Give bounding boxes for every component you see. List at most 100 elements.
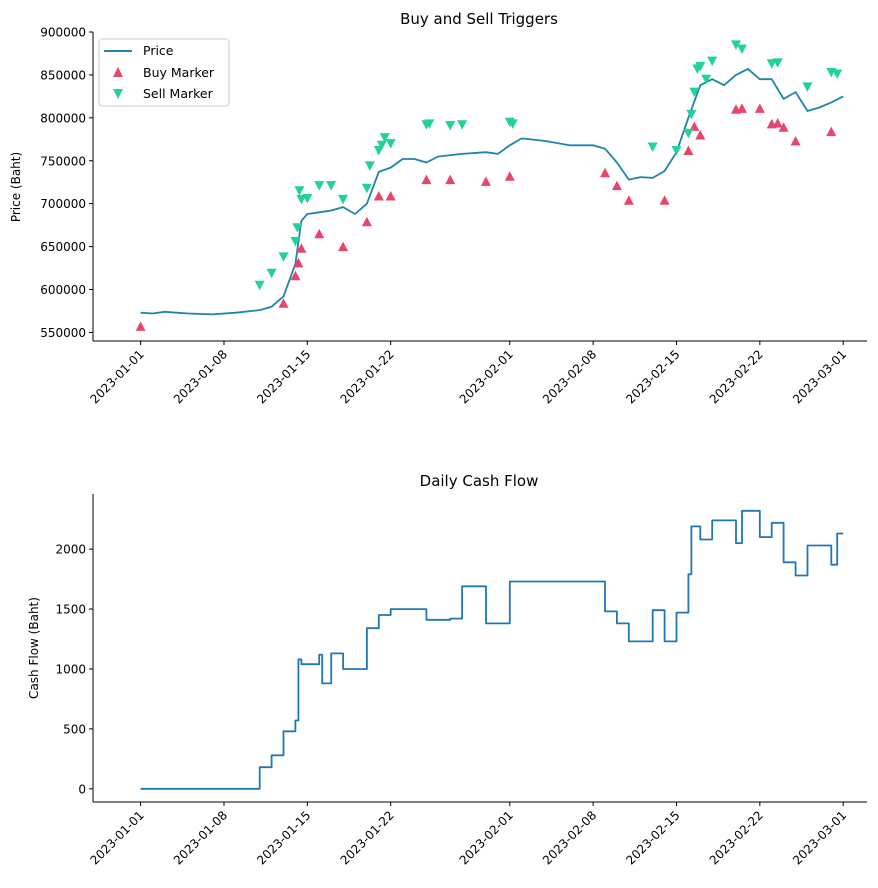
sell-marker (278, 252, 289, 262)
buy-marker (790, 136, 801, 146)
cashflow-series-line (140, 509, 844, 790)
sell-marker (683, 128, 694, 139)
sell-marker (290, 236, 301, 247)
sell-marker (294, 186, 305, 196)
cashflow-chart: Daily Cash Flow Cash Flow (Baht) 0 500 100… (27, 472, 867, 867)
buy-marker (373, 190, 384, 201)
cashflow-y-tick-label: 2000 (55, 543, 86, 557)
sell-marker (802, 82, 813, 92)
price-y-tick-label: 750000 (40, 154, 86, 168)
buy-marker (445, 174, 456, 185)
sell-marker (832, 69, 843, 80)
sell-marker (647, 142, 658, 153)
price-x-tick-label: 2023-01-01 (88, 347, 147, 406)
price-y-tick-label: 650000 (40, 240, 86, 254)
cashflow-x-tick-label: 2023-02-22 (707, 808, 766, 867)
sell-marker (731, 40, 742, 50)
cashflow-x-tick-label: 2023-02-15 (623, 808, 682, 867)
sell-marker (701, 74, 712, 85)
cashflow-y-tick-label: 500 (63, 722, 86, 736)
sell-marker (302, 194, 313, 204)
cashflow-y-tick-label: 1000 (55, 662, 86, 676)
buy-marker (600, 167, 611, 178)
buy-marker (826, 126, 837, 137)
sell-marker (772, 58, 783, 68)
price-series-line (140, 68, 844, 316)
legend-price-label: Price (143, 43, 174, 58)
legend-sell-label: Sell Marker (143, 86, 214, 101)
cashflow-plot-area: 0 500 1000 1500 2000 2023-01-01 2023-01-08 2023… (55, 494, 867, 867)
price-y-tick-label: 900000 (40, 26, 86, 40)
legend-buy-swatch (113, 67, 123, 77)
legend-sell-swatch (113, 89, 123, 99)
sell-marker (266, 268, 277, 279)
buy-marker (278, 298, 289, 308)
buy-marker (385, 190, 396, 201)
price-chart: Buy and Sell Triggers Price (Baht) 55000… (9, 10, 867, 406)
sell-marker (689, 87, 700, 98)
price-x-tick-label: 2023-02-22 (707, 347, 766, 406)
price-x-tick-label: 2023-01-08 (171, 347, 230, 406)
price-x-tick-label: 2023-03-01 (790, 347, 849, 406)
price-x-tick-label: 2023-02-15 (623, 347, 682, 406)
cashflow-x-tick-label: 2023-02-08 (540, 808, 599, 867)
sell-marker (361, 183, 372, 194)
buy-marker (659, 195, 670, 205)
buy-marker (772, 117, 783, 128)
sell-marker (424, 119, 435, 129)
sell-marker (736, 44, 747, 55)
sell-marker (671, 145, 682, 156)
sell-marker (364, 161, 375, 171)
cashflow-y-tick-label: 1500 (55, 603, 86, 617)
sell-marker (326, 181, 337, 191)
price-x-tick-label: 2023-01-15 (254, 347, 313, 406)
price-y-axis-label: Price (Baht) (9, 152, 23, 222)
price-y-tick-label: 850000 (40, 68, 86, 82)
price-x-tick-label: 2023-01-22 (338, 347, 397, 406)
sell-marker (445, 121, 456, 131)
cashflow-x-tick-label: 2023-01-22 (338, 808, 397, 867)
sell-marker (707, 56, 718, 67)
buy-marker (480, 176, 491, 186)
price-y-tick-label: 700000 (40, 197, 86, 211)
legend-buy-label: Buy Marker (143, 65, 215, 80)
cashflow-x-tick-label: 2023-03-01 (790, 808, 849, 867)
buy-marker (504, 171, 515, 181)
sell-marker (379, 133, 390, 143)
buy-marker (623, 195, 634, 205)
price-chart-title: Buy and Sell Triggers (400, 10, 558, 28)
buy-marker (290, 270, 301, 281)
legend: Price Buy Marker Sell Marker (98, 38, 230, 107)
sell-marker (292, 223, 303, 233)
legend-box (98, 38, 230, 107)
sell-marker (254, 280, 265, 291)
sell-marker (766, 59, 777, 69)
sell-marker (314, 181, 325, 191)
buy-marker (361, 216, 372, 227)
cashflow-x-tick-label: 2023-01-15 (254, 808, 313, 867)
buy-marker (754, 103, 765, 113)
sell-marker (695, 61, 706, 72)
buy-marker (683, 145, 694, 155)
buy-marker (421, 174, 432, 185)
price-y-tick-label: 800000 (40, 111, 86, 125)
sell-marker (385, 139, 396, 149)
buy-marker (338, 241, 349, 252)
cashflow-y-tick-label: 0 (78, 782, 86, 796)
cashflow-chart-title: Daily Cash Flow (420, 472, 539, 490)
sell-marker (507, 119, 518, 129)
buy-marker (314, 228, 325, 239)
price-x-tick-label: 2023-02-01 (457, 347, 516, 406)
buy-marker (135, 321, 146, 331)
cashflow-x-tick-label: 2023-01-08 (171, 808, 230, 867)
sell-marker (338, 194, 349, 205)
buy-marker (736, 103, 747, 113)
buy-marker (296, 243, 307, 253)
price-x-tick-label: 2023-02-08 (540, 347, 599, 406)
price-y-tick-label: 550000 (40, 326, 86, 340)
buy-marker (611, 180, 622, 191)
cashflow-x-tick-label: 2023-02-01 (457, 808, 516, 867)
buy-marker (689, 121, 700, 131)
cashflow-x-tick-label: 2023-01-01 (88, 808, 147, 867)
